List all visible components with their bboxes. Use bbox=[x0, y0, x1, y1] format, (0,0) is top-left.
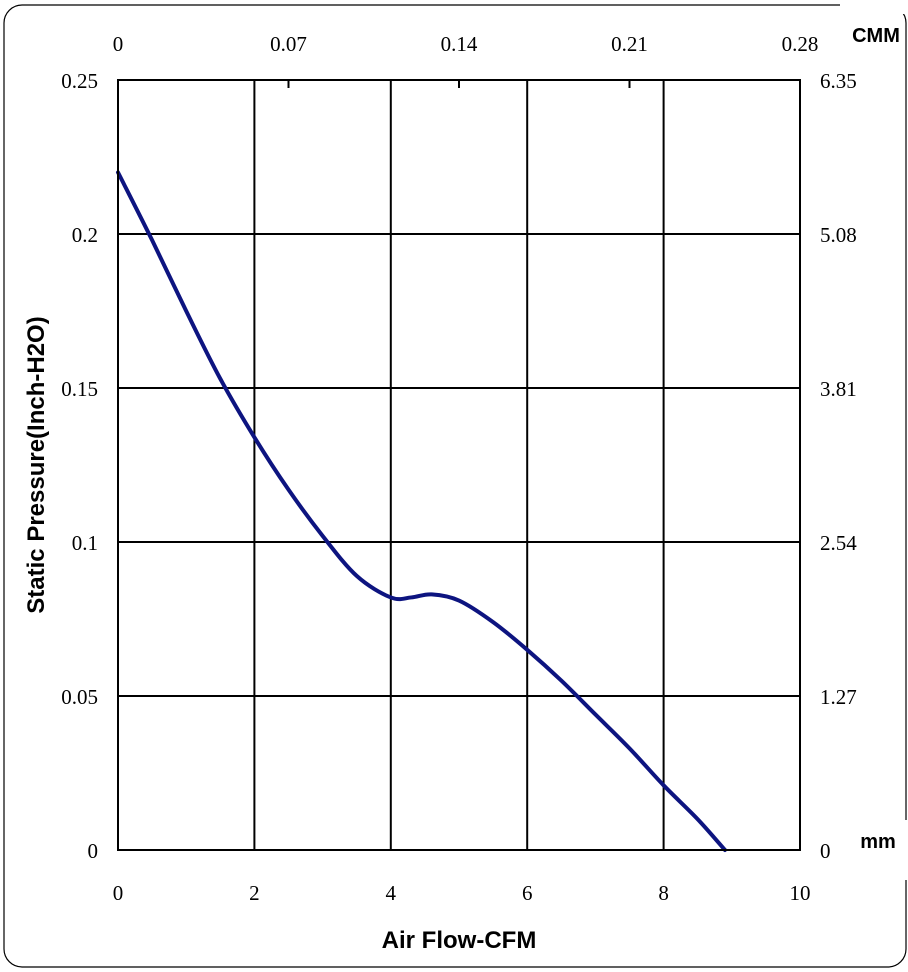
top-tick-label: 0.21 bbox=[611, 32, 648, 56]
x-tick-label: 6 bbox=[522, 881, 533, 905]
right-tick-label: 1.27 bbox=[820, 685, 857, 709]
tick-labels: 0 2 4 6 8 10 0 0.05 0.1 0.15 0.2 0.25 0 1.27 2.54 3.81 5… bbox=[61, 32, 857, 905]
frame-gap-right bbox=[894, 820, 908, 880]
right-tick-label: 0 bbox=[820, 839, 831, 863]
right-axis-unit: mm bbox=[860, 831, 896, 853]
x-tick-label: 10 bbox=[790, 881, 811, 905]
y-tick-label: 0 bbox=[88, 839, 99, 863]
right-tick-label: 6.35 bbox=[820, 69, 857, 93]
chart-frame bbox=[3, 4, 907, 968]
x-tick-label: 8 bbox=[658, 881, 669, 905]
right-tick-label: 2.54 bbox=[820, 531, 857, 555]
series-line bbox=[116, 170, 727, 852]
top-tick-label: 0.28 bbox=[782, 32, 819, 56]
y-tick-label: 0.15 bbox=[61, 377, 98, 401]
plot-area-border bbox=[117, 79, 801, 851]
grid-lines bbox=[118, 80, 800, 850]
top-axis-unit: CMM bbox=[852, 25, 900, 47]
y-tick-label: 0.05 bbox=[61, 685, 98, 709]
x-axis-label: Air Flow-CFM bbox=[382, 927, 537, 954]
y-tick-label: 0.25 bbox=[61, 69, 98, 93]
x-tick-label: 0 bbox=[113, 881, 124, 905]
x-tick-label: 2 bbox=[249, 881, 260, 905]
top-tick-label: 0.14 bbox=[441, 32, 478, 56]
right-tick-label: 5.08 bbox=[820, 223, 857, 247]
y-tick-label: 0.1 bbox=[72, 531, 98, 555]
tick-marks bbox=[287, 80, 631, 88]
series-layer bbox=[116, 170, 727, 852]
y-tick-label: 0.2 bbox=[72, 223, 98, 247]
y-axis-label: Static Pressure(Inch-H2O) bbox=[23, 316, 50, 613]
top-tick-label: 0.07 bbox=[270, 32, 307, 56]
frame-gap-top-right bbox=[840, 0, 908, 14]
right-tick-label: 3.81 bbox=[820, 377, 857, 401]
x-tick-label: 4 bbox=[386, 881, 397, 905]
top-tick-label: 0 bbox=[113, 32, 124, 56]
